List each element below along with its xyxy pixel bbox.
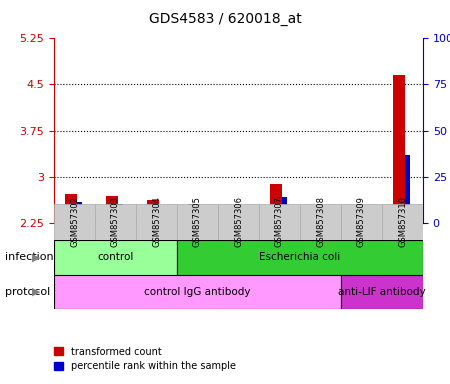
FancyBboxPatch shape	[54, 204, 95, 240]
Text: Escherichia coli: Escherichia coli	[259, 252, 341, 262]
FancyBboxPatch shape	[382, 204, 423, 240]
Bar	[364, 215, 369, 223]
FancyBboxPatch shape	[95, 204, 136, 240]
Bar	[147, 200, 159, 223]
Text: GSM857309: GSM857309	[357, 196, 366, 247]
FancyBboxPatch shape	[54, 275, 341, 309]
Bar	[352, 207, 365, 223]
FancyBboxPatch shape	[177, 204, 218, 240]
Bar	[200, 214, 205, 223]
Legend: transformed count, percentile rank within the sample: transformed count, percentile rank withi…	[50, 343, 240, 375]
Text: GSM857303: GSM857303	[111, 196, 120, 247]
FancyBboxPatch shape	[54, 240, 177, 275]
Text: control: control	[97, 252, 134, 262]
FancyBboxPatch shape	[136, 204, 177, 240]
Text: GSM857308: GSM857308	[316, 196, 325, 247]
FancyBboxPatch shape	[300, 204, 341, 240]
Bar	[270, 184, 282, 223]
Text: GSM857302: GSM857302	[70, 196, 79, 247]
Text: protocol: protocol	[4, 287, 50, 297]
FancyBboxPatch shape	[341, 204, 382, 240]
Bar	[241, 214, 246, 223]
Text: GSM857310: GSM857310	[398, 196, 407, 247]
FancyBboxPatch shape	[218, 204, 259, 240]
Bar	[65, 194, 77, 223]
Bar	[282, 197, 287, 223]
Text: GSM857304: GSM857304	[152, 196, 161, 247]
Text: anti-LIF antibody: anti-LIF antibody	[338, 287, 426, 297]
Bar	[77, 202, 82, 223]
Text: control IgG antibody: control IgG antibody	[144, 287, 251, 297]
Bar	[229, 205, 241, 223]
Bar	[106, 196, 118, 223]
Bar	[159, 208, 164, 223]
FancyBboxPatch shape	[177, 240, 423, 275]
Bar	[323, 214, 328, 223]
Text: infection: infection	[4, 252, 53, 262]
Text: GSM857305: GSM857305	[193, 196, 202, 247]
Bar	[393, 75, 405, 223]
Text: GDS4583 / 620018_at: GDS4583 / 620018_at	[148, 12, 302, 25]
Text: GSM857307: GSM857307	[275, 196, 284, 247]
Bar	[118, 204, 123, 223]
Text: ▶: ▶	[32, 287, 40, 297]
Bar	[311, 206, 324, 223]
Text: GSM857306: GSM857306	[234, 196, 243, 247]
FancyBboxPatch shape	[259, 204, 300, 240]
Bar	[405, 154, 410, 223]
Text: ▶: ▶	[32, 252, 40, 262]
Bar	[188, 204, 200, 223]
FancyBboxPatch shape	[341, 275, 423, 309]
